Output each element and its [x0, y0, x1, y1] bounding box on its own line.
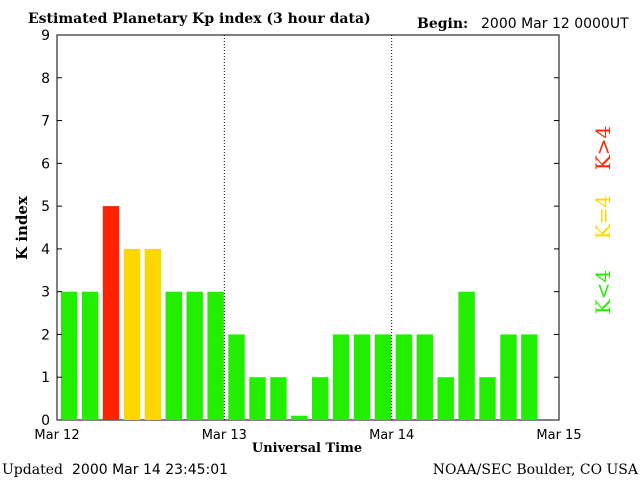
- kp-bar: [374, 334, 392, 420]
- kp-bar: [437, 377, 454, 420]
- kp-bar: [395, 334, 413, 420]
- kp-bar: [500, 334, 517, 420]
- kp-bar: [458, 291, 475, 420]
- legend-high: K>4: [591, 126, 615, 170]
- x-tick-label: Mar 14: [369, 428, 414, 443]
- begin-value: 2000 Mar 12 0000UT: [481, 16, 629, 32]
- legend-mid: K=4: [591, 195, 615, 239]
- updated-value: 2000 Mar 14 23:45:01: [72, 462, 228, 478]
- bar-series: [61, 206, 538, 420]
- updated-label: Updated: [2, 462, 63, 478]
- source-credit: NOAA/SEC Boulder, CO USA: [433, 462, 639, 478]
- kp-bar: [270, 377, 287, 420]
- y-tick-label: 5: [41, 199, 50, 215]
- kp-bar: [144, 248, 162, 420]
- y-axis-label: K index: [13, 195, 31, 260]
- y-tick-label: 2: [41, 327, 50, 343]
- kp-bar: [332, 334, 350, 420]
- x-tick-label: Mar 12: [34, 428, 79, 443]
- chart-title: Estimated Planetary Kp index (3 hour dat…: [28, 11, 371, 27]
- x-axis-label: Universal Time: [252, 441, 362, 456]
- y-tick-label: 4: [41, 242, 50, 258]
- y-tick-marks: [57, 34, 559, 421]
- y-tick-label: 0: [41, 413, 50, 429]
- kp-bar: [479, 377, 496, 420]
- kp-bar: [102, 206, 120, 420]
- y-tick-label: 8: [41, 71, 50, 87]
- y-tick-label: 3: [41, 285, 50, 301]
- kp-bar: [81, 291, 99, 420]
- kp-bar: [416, 334, 433, 420]
- x-tick-labels: Mar 12 Mar 13 Mar 14 Mar 15: [34, 428, 581, 443]
- kp-bar: [521, 334, 538, 420]
- y-tick-labels: 0 1 2 3 4 5 6 7 8 9: [41, 28, 50, 429]
- begin-label: Begin:: [417, 16, 468, 32]
- x-tick-label: Mar 13: [202, 428, 247, 443]
- kp-bar: [228, 334, 245, 420]
- kp-bar: [291, 415, 308, 420]
- kp-bar: [123, 248, 141, 420]
- kp-bar: [165, 291, 182, 420]
- y-tick-label: 6: [41, 156, 50, 172]
- day-separators: [223, 35, 393, 420]
- plot-frame: [56, 34, 560, 421]
- x-tick-label: Mar 15: [536, 428, 581, 443]
- y-tick-label: 9: [41, 28, 50, 44]
- y-tick-label: 1: [41, 370, 50, 386]
- kp-bar: [186, 291, 203, 420]
- kp-bar: [61, 291, 78, 420]
- legend-low: K<4: [591, 270, 615, 314]
- kp-bar: [249, 377, 266, 420]
- kp-bar: [312, 377, 329, 420]
- kp-bar: [353, 334, 371, 420]
- y-tick-label: 7: [41, 114, 50, 130]
- kp-bar: [207, 291, 224, 420]
